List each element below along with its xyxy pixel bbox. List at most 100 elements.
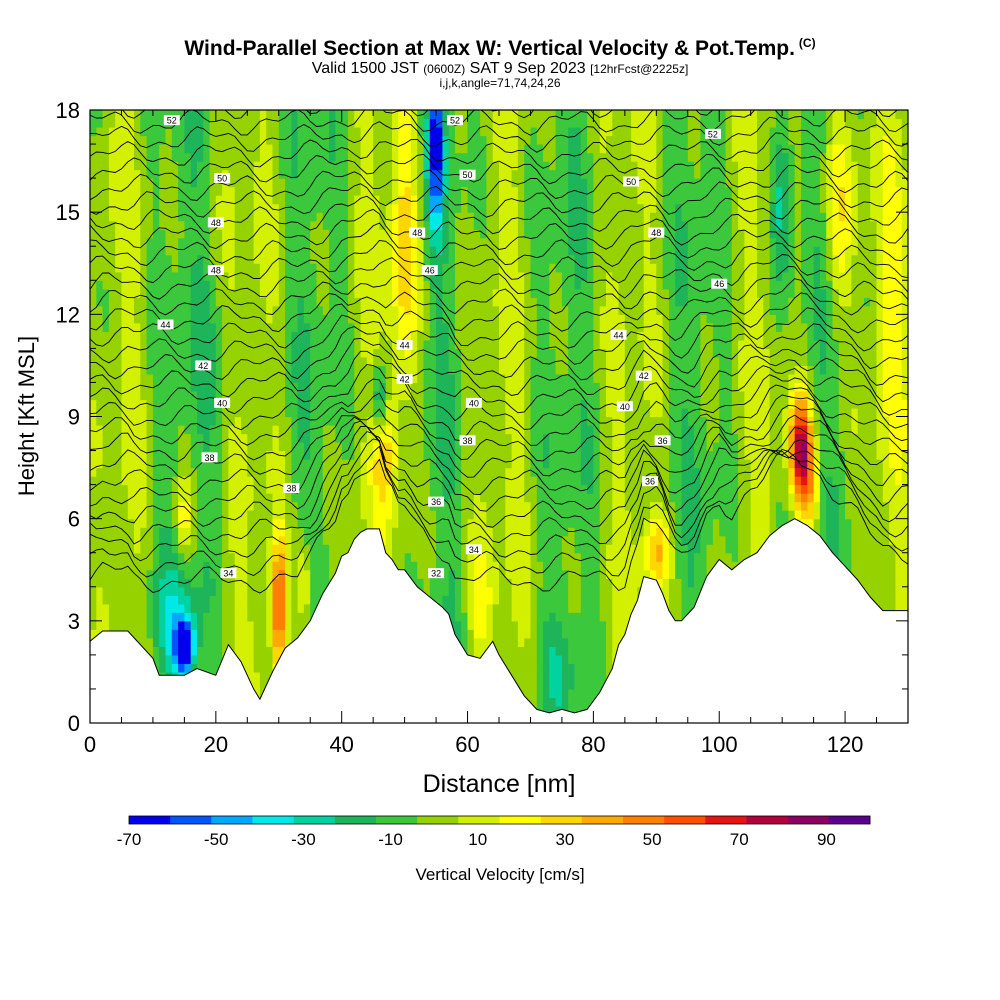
velocity-cell (146, 229, 154, 239)
velocity-cell (127, 314, 135, 324)
velocity-cell (285, 510, 292, 520)
velocity-cell (499, 629, 506, 639)
velocity-cell (404, 297, 412, 307)
velocity-cell (505, 535, 513, 545)
velocity-cell (398, 501, 406, 511)
velocity-cell (448, 339, 456, 349)
velocity-cell (146, 212, 154, 222)
velocity-cell (316, 501, 324, 511)
velocity-cell (127, 161, 135, 171)
velocity-cell (171, 237, 179, 247)
velocity-cell (492, 305, 500, 315)
velocity-cell (178, 348, 185, 358)
velocity-cell (159, 356, 167, 366)
velocity-cell (354, 246, 362, 256)
velocity-cell (310, 229, 318, 239)
velocity-cell (127, 144, 135, 154)
velocity-cell (165, 663, 173, 673)
velocity-cell (127, 229, 135, 239)
velocity-cell (215, 348, 223, 358)
velocity-cell (241, 118, 248, 128)
velocity-cell (266, 169, 274, 179)
velocity-cell (165, 246, 173, 256)
velocity-cell (203, 603, 211, 613)
velocity-cell (392, 110, 399, 120)
velocity-cell (486, 297, 494, 307)
velocity-cell (455, 144, 462, 154)
velocity-cell (165, 161, 173, 171)
velocity-cell (203, 527, 211, 537)
velocity-cell (115, 161, 123, 171)
velocity-cell (152, 203, 160, 213)
velocity-cell (90, 186, 97, 196)
velocity-cell (197, 322, 204, 332)
velocity-cell (436, 169, 443, 179)
velocity-cell (134, 169, 141, 179)
velocity-cell (517, 535, 525, 545)
velocity-cell (146, 237, 154, 247)
velocity-cell (310, 195, 318, 205)
velocity-cell (499, 322, 506, 332)
velocity-cell (341, 322, 349, 332)
velocity-cell (348, 110, 355, 120)
velocity-cell (429, 135, 437, 145)
velocity-cell (448, 561, 456, 571)
velocity-cell (499, 450, 506, 460)
velocity-cell (127, 186, 135, 196)
velocity-cell (241, 391, 248, 401)
velocity-cell (410, 501, 418, 511)
velocity-cell (266, 127, 274, 137)
velocity-cell (291, 297, 299, 307)
velocity-cell (96, 280, 104, 290)
velocity-cell (303, 169, 311, 179)
velocity-cell (473, 212, 481, 222)
velocity-cell (152, 339, 160, 349)
velocity-cell (473, 203, 481, 213)
velocity-cell (134, 586, 141, 596)
velocity-cell (448, 578, 456, 588)
velocity-cell (266, 544, 274, 554)
velocity-cell (159, 433, 167, 443)
velocity-cell (102, 578, 110, 588)
velocity-cell (322, 552, 330, 562)
velocity-cell (197, 280, 204, 290)
velocity-cell (159, 399, 167, 409)
velocity-cell (329, 399, 336, 409)
velocity-cell (373, 314, 381, 324)
velocity-cell (159, 493, 167, 503)
velocity-cell (360, 322, 368, 332)
velocity-cell (140, 254, 148, 264)
velocity-cell (178, 552, 185, 562)
velocity-cell (341, 527, 349, 537)
velocity-cell (209, 169, 217, 179)
velocity-cell (417, 348, 425, 358)
velocity-cell (360, 339, 368, 349)
velocity-cell (499, 280, 506, 290)
velocity-cell (215, 195, 223, 205)
velocity-cell (259, 527, 267, 537)
velocity-cell (335, 254, 343, 264)
velocity-cell (360, 493, 368, 503)
valid-time-line: Valid 1500 JST (0600Z) SAT 9 Sep 2023 [1… (0, 60, 1000, 78)
velocity-cell (102, 263, 110, 273)
velocity-cell (499, 356, 506, 366)
velocity-cell (404, 476, 412, 486)
velocity-cell (417, 356, 425, 366)
velocity-cell (108, 297, 116, 307)
velocity-cell (247, 254, 255, 264)
velocity-cell (140, 237, 148, 247)
velocity-cell (404, 288, 412, 298)
velocity-cell (203, 518, 211, 528)
velocity-cell (423, 586, 431, 596)
velocity-cell (436, 399, 443, 409)
velocity-cell (354, 527, 362, 537)
velocity-cell (373, 237, 381, 247)
velocity-cell (404, 135, 412, 145)
velocity-cell (259, 305, 267, 315)
velocity-cell (360, 314, 368, 324)
velocity-cell (348, 416, 355, 426)
velocity-cell (291, 152, 299, 162)
velocity-cell (473, 348, 481, 358)
velocity-cell (228, 118, 236, 128)
velocity-cell (461, 527, 469, 537)
